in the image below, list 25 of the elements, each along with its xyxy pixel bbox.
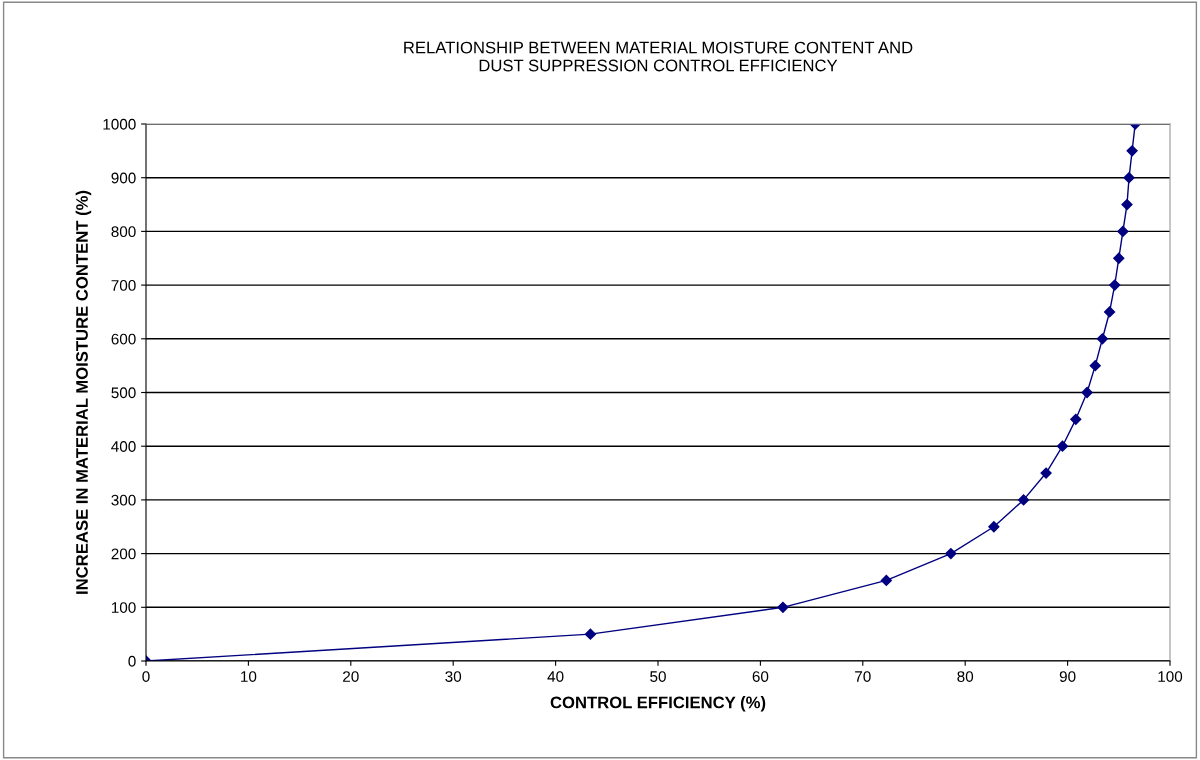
y-tick-label: 600 bbox=[111, 333, 136, 345]
y-tick-label: 800 bbox=[111, 226, 136, 238]
chart-title: RELATIONSHIP BETWEEN MATERIAL MOISTURE CONTENT AND DUST SUPPRESSION CONTROL EFFICIENCY bbox=[404, 41, 913, 72]
y-tick-label: 700 bbox=[111, 279, 136, 291]
y-tick-label: 200 bbox=[111, 548, 136, 560]
x-tick-label: 50 bbox=[650, 671, 666, 682]
y-axis-title: INCREASE IN MATERIAL MOISTURE CONTENT (%) bbox=[75, 190, 92, 594]
x-tick-label: 80 bbox=[957, 671, 974, 682]
x-tick-label: 40 bbox=[547, 671, 564, 682]
x-tick-label: 70 bbox=[855, 671, 871, 682]
y-tick-label: 0 bbox=[128, 655, 136, 667]
y-tick-label: 1000 bbox=[103, 118, 136, 130]
y-tick-label: 100 bbox=[111, 602, 136, 613]
y-tick-label: 900 bbox=[111, 172, 136, 184]
x-tick-label: 60 bbox=[752, 671, 769, 682]
x-tick-label: 90 bbox=[1059, 671, 1076, 682]
y-tick-label: 300 bbox=[111, 494, 136, 506]
y-tick-label: 500 bbox=[111, 387, 136, 399]
x-tick-label: 30 bbox=[445, 671, 462, 682]
y-tick-label: 400 bbox=[111, 441, 136, 452]
x-axis-title: CONTROL EFFICIENCY (%) bbox=[550, 696, 766, 712]
x-tick-label: 0 bbox=[142, 671, 150, 682]
x-tick-label: 100 bbox=[1158, 671, 1183, 682]
x-tick-label: 20 bbox=[343, 671, 359, 682]
x-tick-label: 10 bbox=[241, 671, 257, 682]
